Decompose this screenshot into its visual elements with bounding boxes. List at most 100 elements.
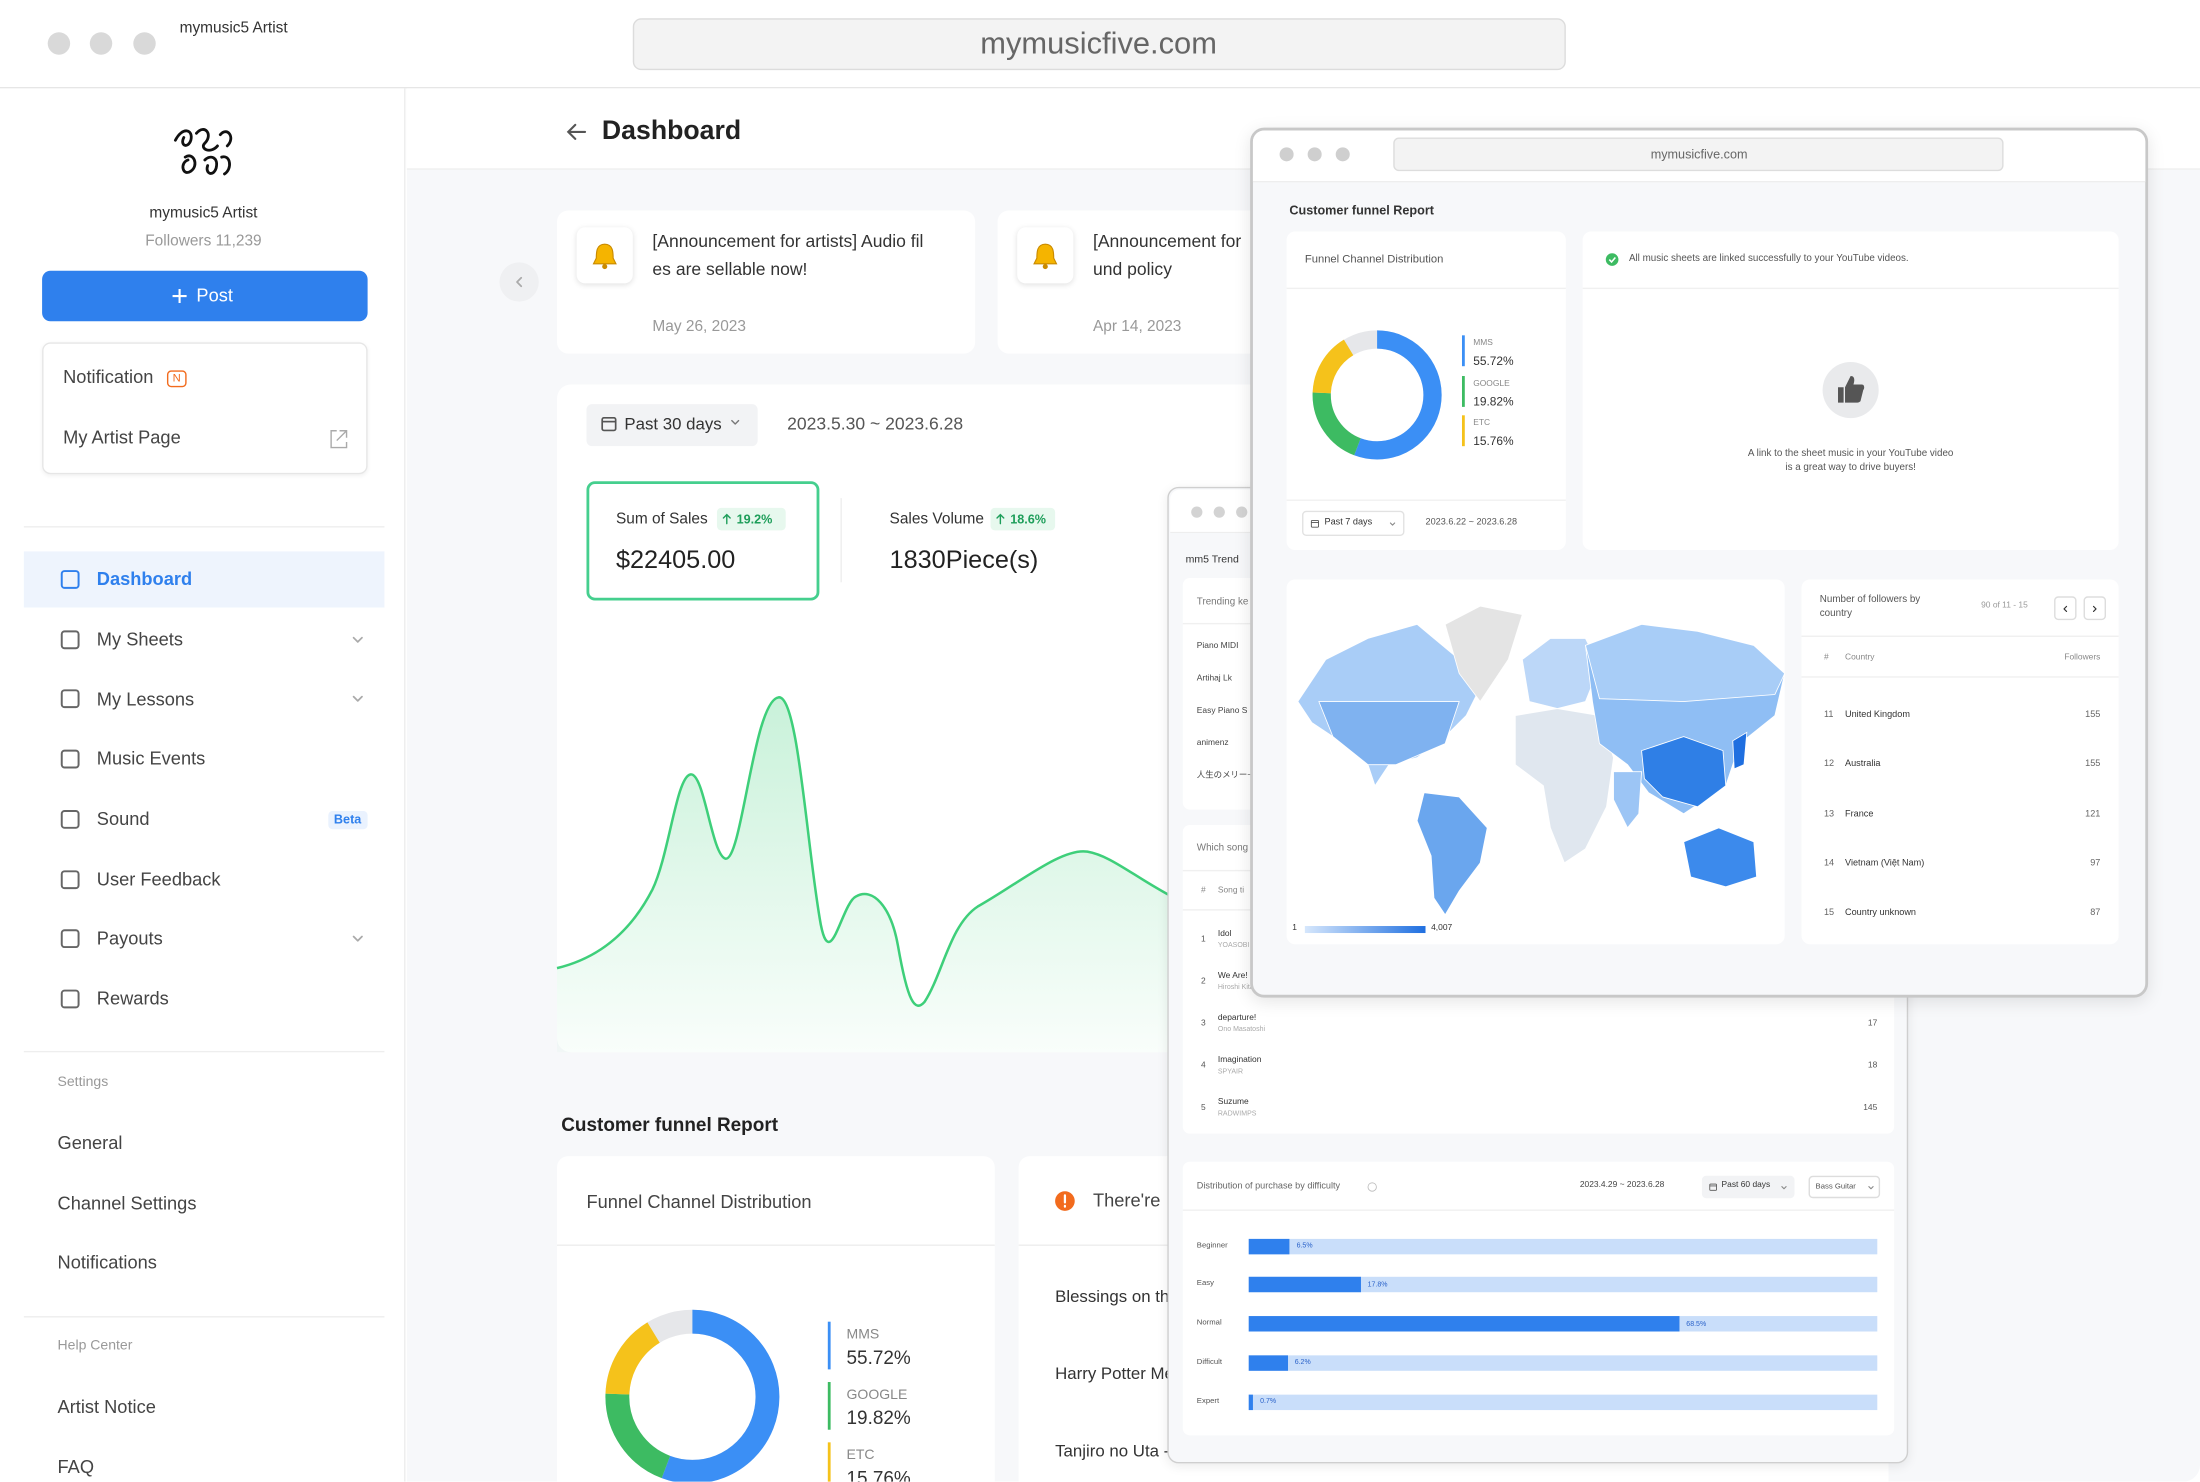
- song-rank: 3: [1201, 1020, 1206, 1029]
- sidebar-divider: [23, 526, 385, 528]
- song-rank: 5: [1201, 1104, 1206, 1114]
- menu-item[interactable]: [23, 551, 385, 608]
- legend-label: MMS: [846, 1327, 880, 1343]
- youtube-hint: A link to the sheet music in your YouTub…: [1747, 448, 1954, 459]
- keyword: animenz: [1196, 739, 1229, 748]
- notification-link[interactable]: Notification: [63, 366, 154, 388]
- quick-links-card: [42, 342, 368, 475]
- row-country: France: [1845, 809, 1874, 819]
- calendar-icon: [601, 416, 617, 432]
- map-legend-max: 4,007: [1431, 925, 1453, 934]
- song-rank: 2: [1201, 978, 1206, 987]
- menu-icon-shape: [60, 689, 80, 709]
- bar-value-label: 0.7%: [1260, 1397, 1277, 1406]
- kpi-card-selected[interactable]: [586, 481, 820, 601]
- card-title: Which song: [1196, 842, 1249, 853]
- help-link[interactable]: FAQ: [57, 1455, 95, 1477]
- kpi-divider: [840, 498, 842, 583]
- card-title: Funnel Channel Distribution: [586, 1191, 812, 1213]
- chevron: [352, 636, 363, 643]
- keyword: 人生のメリー~: [1196, 771, 1253, 780]
- chevron: [1389, 521, 1395, 525]
- kpi-value: $22405.00: [615, 546, 736, 575]
- announcement-text: [Announcement for artists] Audio fil: [652, 230, 924, 251]
- post-button[interactable]: [42, 270, 368, 322]
- bar: [1248, 1393, 1254, 1410]
- legend-swatch: [1461, 376, 1465, 408]
- window-dot: [1307, 147, 1322, 162]
- card-title: Trending ke: [1196, 597, 1249, 608]
- song-rank: 4: [1201, 1062, 1206, 1072]
- url-bar[interactable]: [632, 18, 1566, 71]
- url-bar[interactable]: [1393, 137, 2004, 172]
- page-next-button[interactable]: [2083, 596, 2106, 621]
- back-arrow: [566, 123, 587, 140]
- check-mark: [1608, 256, 1616, 264]
- card-divider: [1582, 287, 2119, 290]
- song-artist: YOASOBI: [1217, 941, 1250, 950]
- sidebar-divider: [23, 1316, 385, 1318]
- period-dropdown[interactable]: [1302, 510, 1405, 536]
- menu-icon: [60, 869, 80, 889]
- date-range: 2023.5.30 ~ 2023.6.28: [787, 413, 964, 433]
- announcement-text: und policy: [1092, 258, 1172, 279]
- legend-value: 55.72%: [846, 1346, 911, 1368]
- legend-swatch: [1461, 335, 1465, 367]
- artist-page-link[interactable]: My Artist Page: [63, 426, 181, 448]
- row-rank: 12: [1823, 759, 1835, 770]
- kpi-change-badge: [716, 507, 786, 531]
- bar-value-label: 6.2%: [1294, 1358, 1311, 1367]
- period-label: Past 60 days: [1721, 1181, 1771, 1191]
- card-title: country: [1819, 608, 1852, 619]
- calendar-icon: [1709, 1183, 1717, 1191]
- settings-link[interactable]: General: [57, 1132, 123, 1154]
- row-rank: 14: [1823, 858, 1835, 869]
- calendar: [601, 416, 617, 432]
- row-followers: 155: [2085, 759, 2101, 770]
- page-title: Dashboard: [601, 115, 742, 146]
- card-divider: [557, 1244, 995, 1246]
- followers-card: [1801, 579, 2119, 945]
- instrument-dropdown[interactable]: [1808, 1175, 1881, 1199]
- settings-link[interactable]: Channel Settings: [57, 1192, 197, 1214]
- logo-stroke: [173, 128, 233, 176]
- song-title: Suzume: [1217, 1099, 1249, 1108]
- row-followers: 97: [2090, 858, 2101, 869]
- song-artist: Ono Masatoshi: [1217, 1025, 1266, 1035]
- world-map: [1297, 605, 1786, 916]
- bar-value-label: 6.5%: [1296, 1241, 1313, 1251]
- settings-link[interactable]: Notifications: [57, 1251, 157, 1273]
- window-dot: [1213, 506, 1225, 518]
- bar-track: [1248, 1238, 1878, 1254]
- map-legend-gradient: [1304, 926, 1426, 934]
- help-link[interactable]: Artist Notice: [57, 1396, 156, 1418]
- menu-icon-shape: [60, 869, 80, 889]
- bar-value-label: 68.5%: [1686, 1319, 1707, 1328]
- menu-icon-shape: [60, 749, 80, 769]
- card-divider: [1801, 635, 2119, 637]
- chevron-icon: [516, 276, 523, 288]
- row-followers: 155: [2085, 710, 2101, 720]
- map-region: [1613, 771, 1643, 829]
- song-artist: Hiroshi Kitadani: [1217, 983, 1268, 992]
- page-prev-button[interactable]: [2054, 596, 2077, 621]
- carousel-prev[interactable]: [499, 262, 539, 302]
- app-name: mymusic5 Artist: [179, 20, 288, 38]
- chevron: [731, 419, 740, 425]
- donut-chart: [604, 1309, 779, 1482]
- chevron: [352, 696, 363, 703]
- menu-icon-shape: [60, 570, 80, 589]
- row-rank: 11: [1823, 710, 1834, 720]
- column-header: Country: [1845, 654, 1875, 663]
- date-range: 2023.4.29 ~ 2023.6.28: [1579, 1181, 1665, 1191]
- arrow: [566, 123, 587, 140]
- legend-label: GOOGLE: [1473, 380, 1510, 390]
- legend-swatch: [1461, 415, 1465, 447]
- menu-icon: [60, 989, 80, 1009]
- menu-label: Sound: [96, 808, 150, 830]
- period-dropdown[interactable]: [1701, 1175, 1795, 1199]
- window-dot: [1335, 147, 1350, 162]
- kpi-label: Sales Volume: [889, 511, 984, 529]
- difficulty-card: [1182, 1161, 1895, 1436]
- map-region: [1444, 605, 1523, 703]
